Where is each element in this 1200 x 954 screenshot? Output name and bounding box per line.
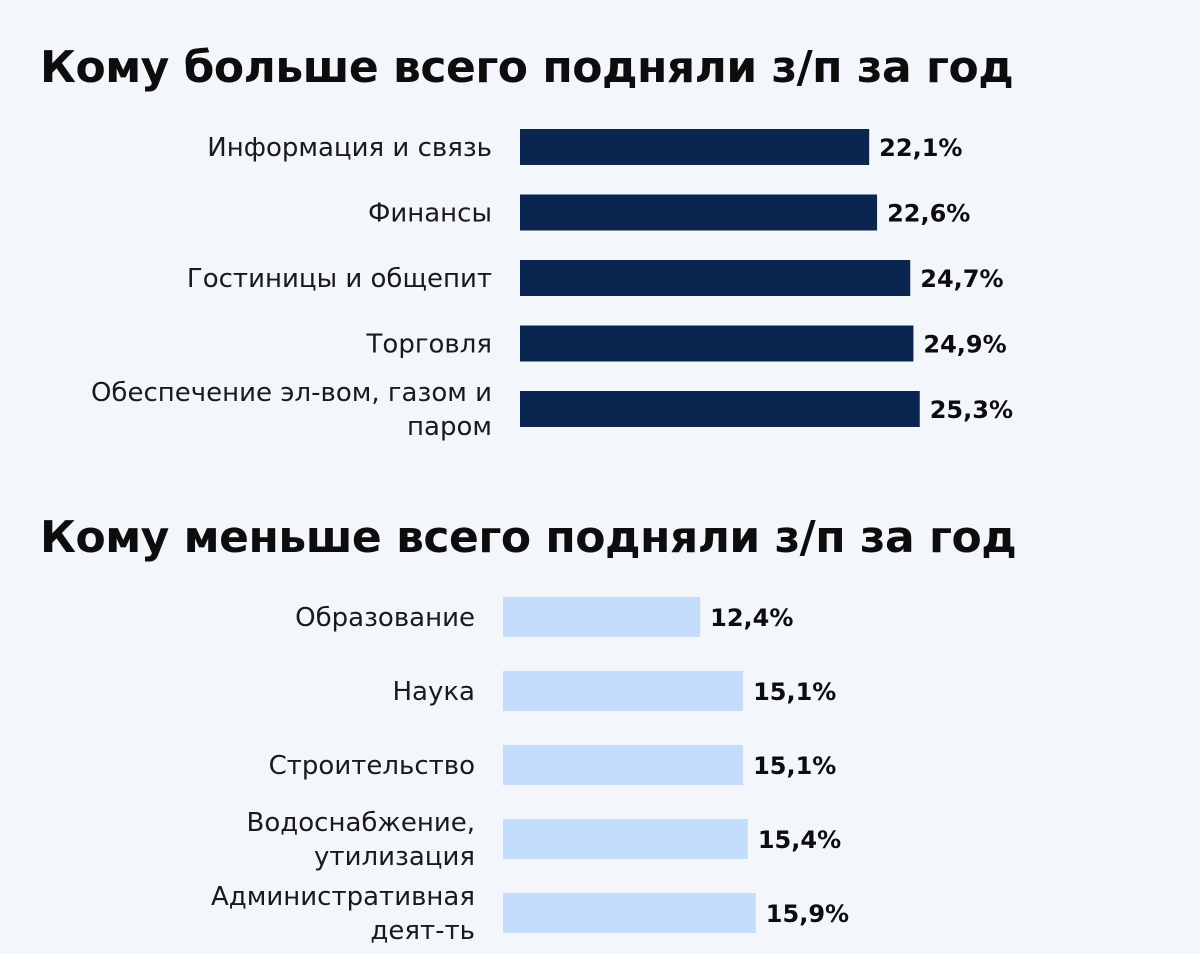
category-label: Водоснабжение,: [247, 808, 475, 838]
bars-least-group: Образование 12,4% Наука 15,1% Строительство 1…: [211, 597, 849, 946]
value-label: 25,3%: [930, 396, 1013, 424]
category-label: утилизация: [314, 842, 475, 872]
bar: [503, 597, 701, 637]
value-label: 22,1%: [879, 134, 962, 162]
category-label: Финансы: [368, 199, 492, 229]
bar: [520, 391, 920, 427]
bar: [520, 325, 914, 362]
chart-title-least: Кому меньше всего подняли з/п за год: [40, 512, 1016, 563]
value-label: 15,4%: [758, 826, 841, 854]
category-label: деят-ть: [370, 916, 475, 946]
category-label: Строительство: [269, 751, 475, 781]
bar: [520, 194, 878, 231]
category-label: Обеспечение эл-вом, газом и: [91, 378, 492, 408]
value-label: 22,6%: [887, 200, 970, 228]
category-label: паром: [407, 412, 492, 442]
category-label: Административная: [211, 882, 475, 912]
value-label: 15,1%: [753, 678, 836, 706]
value-label: 12,4%: [710, 604, 793, 632]
bar: [503, 819, 748, 859]
bar: [503, 671, 744, 711]
category-label: Информация и связь: [207, 133, 492, 163]
category-label: Наука: [392, 677, 475, 707]
value-label: 15,1%: [753, 752, 836, 780]
category-label: Образование: [295, 603, 475, 633]
chart-title-most: Кому больше всего подняли з/п за год: [40, 42, 1013, 93]
bar: [503, 745, 744, 785]
chart-least-raised: Кому меньше всего подняли з/п за год Обр…: [40, 512, 1017, 946]
value-label: 24,7%: [920, 265, 1003, 293]
value-label: 24,9%: [923, 331, 1006, 359]
category-label: Гостиницы и общепит: [187, 264, 492, 294]
bar: [520, 129, 870, 165]
bar: [520, 260, 911, 296]
chart-most-raised: Кому больше всего подняли з/п за год Инф…: [40, 42, 1014, 442]
bars-most-group: Информация и связь 22,1% Финансы 22,6% Гости…: [91, 129, 1013, 442]
bar: [503, 893, 756, 933]
category-label: Торговля: [366, 330, 492, 360]
value-label: 15,9%: [766, 900, 849, 928]
